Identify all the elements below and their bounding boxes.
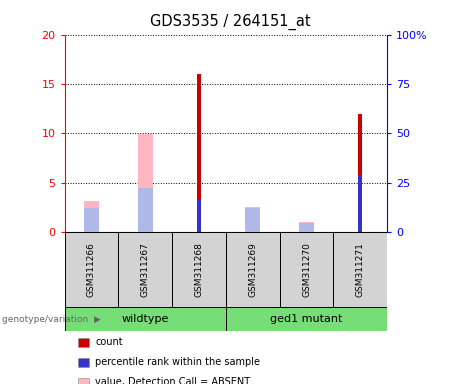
Text: percentile rank within the sample: percentile rank within the sample	[95, 357, 260, 367]
Bar	[172, 232, 226, 307]
Text: GSM311268: GSM311268	[195, 242, 203, 297]
Bar	[65, 232, 118, 307]
Bar	[333, 232, 387, 307]
Bar	[226, 307, 387, 331]
Bar	[84, 201, 99, 232]
Text: GDS3535 / 264151_at: GDS3535 / 264151_at	[150, 13, 311, 30]
Text: wildtype: wildtype	[122, 314, 169, 324]
Bar	[65, 307, 226, 331]
Bar	[118, 232, 172, 307]
Bar	[299, 222, 314, 232]
Bar	[226, 232, 280, 307]
Bar	[138, 188, 153, 232]
Bar	[197, 200, 201, 232]
Bar	[299, 223, 314, 232]
Bar	[358, 175, 362, 232]
Text: genotype/variation  ▶: genotype/variation ▶	[2, 314, 101, 324]
Text: GSM311269: GSM311269	[248, 242, 257, 297]
Text: GSM311270: GSM311270	[302, 242, 311, 297]
Text: GSM311266: GSM311266	[87, 242, 96, 297]
Text: count: count	[95, 337, 123, 347]
Text: GSM311267: GSM311267	[141, 242, 150, 297]
Text: GSM311271: GSM311271	[356, 242, 365, 297]
Bar	[280, 232, 333, 307]
Bar	[84, 208, 99, 232]
Bar	[138, 134, 153, 232]
Bar	[245, 207, 260, 232]
Bar	[358, 114, 362, 232]
Text: ged1 mutant: ged1 mutant	[271, 314, 343, 324]
Bar	[197, 74, 201, 232]
Bar	[245, 208, 260, 232]
Text: value, Detection Call = ABSENT: value, Detection Call = ABSENT	[95, 377, 250, 384]
